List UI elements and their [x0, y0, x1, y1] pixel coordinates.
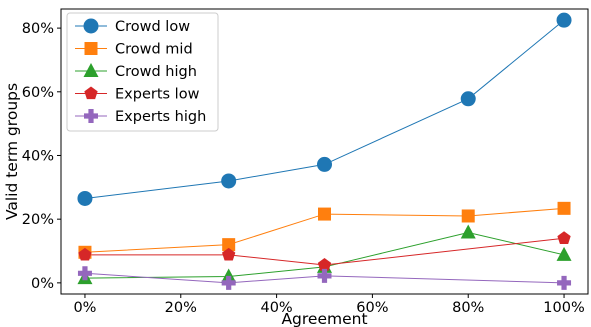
data-point: [461, 209, 475, 223]
data-point: [317, 156, 332, 172]
legend-label: Crowd mid: [115, 42, 193, 58]
legend-box: [66, 12, 219, 132]
legend-marker: [83, 18, 99, 34]
data-point: [77, 190, 93, 206]
y-tick-label: 60%: [22, 85, 54, 101]
series-line: [84, 272, 565, 284]
data-point: [222, 238, 236, 252]
data-point: [221, 268, 237, 283]
y-axis-label: Valid term groups: [3, 83, 21, 220]
data-point: [557, 201, 571, 215]
data-point: [222, 247, 236, 261]
data-point: [557, 275, 572, 290]
y-tick-label: 80%: [22, 21, 54, 37]
data-point: [77, 266, 92, 281]
legend-label: Experts low: [115, 87, 200, 103]
legend-label: Experts high: [115, 109, 206, 125]
data-point: [318, 207, 331, 221]
x-tick-label: 0%: [73, 300, 96, 316]
legend-marker: [83, 63, 99, 77]
data-point: [221, 275, 236, 290]
x-tick-label: 20%: [165, 300, 197, 316]
x-tick-label: 60%: [356, 300, 388, 316]
series-markers: [77, 12, 572, 290]
axis-ticks: 0% 20% 40% 60% 80% 100% 0% 20% 40% 60% 80%: [22, 21, 585, 316]
legend-marker: [84, 42, 98, 55]
series-line: [84, 237, 565, 266]
legend-label: Crowd high: [115, 64, 197, 80]
y-tick-label: 20%: [22, 212, 54, 228]
legend: Crowd low Crowd mid Crowd high Experts low E…: [66, 12, 219, 132]
data-point: [78, 247, 92, 261]
data-point: [317, 268, 332, 283]
data-point: [556, 12, 572, 28]
data-point: [460, 224, 476, 239]
data-point: [317, 258, 332, 271]
legend-label: Crowd low: [115, 19, 190, 35]
x-tick-label: 40%: [260, 300, 292, 316]
data-point: [557, 231, 571, 244]
y-tick-label: 0%: [31, 276, 54, 292]
x-axis-label: Agreement: [281, 310, 367, 327]
data-point: [221, 173, 237, 189]
plot-frame: [60, 8, 589, 295]
legend-marker: [84, 86, 98, 100]
legend-marker: [84, 109, 98, 123]
data-point: [556, 246, 572, 261]
y-tick-label: 40%: [22, 148, 54, 164]
x-tick-label: 80%: [452, 300, 484, 316]
data-point: [460, 91, 476, 107]
x-tick-label: 100%: [543, 300, 584, 316]
